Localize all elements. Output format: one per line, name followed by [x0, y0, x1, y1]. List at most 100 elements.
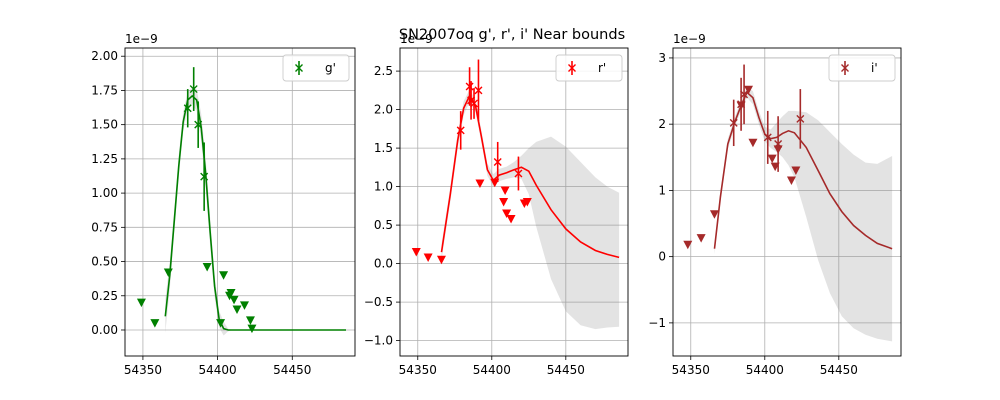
- detection-marker: [474, 86, 483, 95]
- y-tick-label: 1.50: [91, 118, 118, 132]
- x-tick-label: 54400: [746, 363, 784, 377]
- offset-text: 1e−9: [673, 32, 706, 46]
- y-tick-label: 1.25: [91, 152, 118, 166]
- x-tick-label: 54450: [820, 363, 858, 377]
- upper-limit-marker: [748, 138, 758, 148]
- x-tick-label: 54350: [399, 363, 437, 377]
- y-tick-label: 0.50: [91, 255, 118, 269]
- detection-marker: [189, 85, 198, 94]
- upper-limit-marker: [136, 298, 146, 308]
- x-tick-label: 54400: [199, 363, 237, 377]
- model-curve: [164, 94, 346, 331]
- upper-limit-marker: [219, 271, 229, 280]
- upper-limit-marker: [239, 301, 249, 310]
- upper-limit-marker: [522, 198, 532, 207]
- upper-limit-marker: [436, 255, 446, 265]
- axes-frame: [399, 47, 629, 357]
- upper-limit-marker: [216, 319, 226, 328]
- legend-marker: [841, 64, 849, 72]
- model-curve: [713, 91, 893, 250]
- offset-text: 1e−9: [125, 32, 158, 46]
- upper-limit-marker: [709, 210, 719, 219]
- legend-marker: [295, 64, 303, 72]
- upper-limit-marker: [744, 85, 754, 95]
- y-tick-label: 2.0: [374, 103, 393, 117]
- detection-marker: [183, 104, 192, 113]
- x-tick-label: 54400: [473, 363, 511, 377]
- upper-limit-marker: [423, 253, 433, 262]
- upper-limit-marker: [683, 240, 693, 250]
- upper-limit-marker: [226, 289, 236, 298]
- y-tick-label: 1.00: [91, 186, 118, 200]
- x-tick-label: 54350: [124, 363, 162, 377]
- detection-marker: [470, 99, 479, 108]
- legend-label: r': [598, 61, 606, 75]
- plot-area: [136, 67, 346, 336]
- panel-1: 54350 54400 54450 0.00 0.25 0.50 0.75 1.00 1.25 1…: [91, 32, 356, 377]
- upper-limit-marker: [202, 263, 212, 272]
- upper-limit-marker: [791, 166, 801, 176]
- axes-frame: [124, 47, 356, 357]
- detection-marker: [763, 133, 772, 142]
- legend-marker: [568, 64, 576, 72]
- upper-limit-marker: [245, 316, 255, 325]
- y-tick-label: −1.0: [364, 334, 393, 348]
- detection-marker: [194, 120, 203, 129]
- upper-limit-marker: [499, 198, 509, 207]
- upper-limit-marker: [232, 305, 242, 314]
- detection-marker: [740, 90, 749, 99]
- y-tick-label: 1.0: [374, 180, 393, 194]
- upper-limit-marker: [229, 295, 239, 305]
- y-tick-label: 0.75: [91, 220, 118, 234]
- legend-label: i': [871, 61, 878, 75]
- detection-marker: [774, 140, 783, 149]
- y-tick-label: 0.00: [91, 323, 118, 337]
- legend-box: [282, 54, 350, 82]
- x-tick-label: 54450: [547, 363, 585, 377]
- x-tick-label: 54450: [273, 363, 311, 377]
- y-tick-label: 2: [658, 117, 666, 131]
- y-tick-label: 1.5: [374, 141, 393, 155]
- detection-marker: [493, 157, 502, 166]
- legend-label: g': [325, 61, 336, 75]
- panel-3: 54350 54400 54450 −1 0 1 2 3 1e−9 i': [648, 32, 902, 377]
- uncertainty-band: [441, 89, 620, 330]
- upper-limit-marker: [475, 179, 485, 189]
- upper-limit-marker: [150, 319, 160, 328]
- offset-text: 1e−9: [400, 32, 433, 46]
- legend-box: [828, 54, 896, 82]
- upper-limit-marker: [767, 154, 777, 164]
- y-tick-label: −0.5: [364, 295, 393, 309]
- detection-marker: [796, 114, 805, 123]
- y-tick-label: 0: [658, 250, 666, 264]
- upper-limit-marker: [502, 209, 512, 219]
- chart-title: SN2007oq g', r', i' Near bounds: [399, 27, 625, 43]
- upper-limit-marker: [163, 268, 173, 277]
- y-tick-label: 0.25: [91, 289, 118, 303]
- upper-limit-marker: [411, 248, 421, 257]
- upper-limit-marker: [696, 234, 706, 243]
- legend-box: [555, 54, 623, 82]
- panels: 54350 54400 544500.000.250.500.751.001.251…: [91, 32, 902, 377]
- plot-area: [683, 64, 893, 342]
- upper-limit-marker: [500, 186, 510, 195]
- panel-2: 54350 54400 54450 −1.0 −0.5 0.0 0.5 1.0 1.5 2.0 2.…: [364, 32, 629, 377]
- y-tick-label: 0.0: [374, 257, 393, 271]
- uncertainty-band: [165, 87, 346, 336]
- upper-limit-marker: [786, 176, 796, 185]
- y-tick-label: 2.00: [91, 49, 118, 63]
- upper-limit-marker: [506, 214, 516, 224]
- y-tick-label: 0.5: [374, 218, 393, 232]
- detection-marker: [729, 118, 738, 127]
- axes-frame: [672, 47, 902, 357]
- y-tick-label: 2.5: [374, 64, 393, 78]
- detection-marker: [514, 169, 523, 178]
- y-tick-label: 3: [658, 51, 666, 65]
- x-tick-label: 54350: [672, 363, 710, 377]
- upper-limit-marker: [247, 324, 257, 334]
- y-tick-label: 1: [658, 183, 666, 197]
- detection-marker: [465, 82, 474, 91]
- y-tick-label: −1: [648, 316, 666, 330]
- detection-marker: [456, 126, 465, 135]
